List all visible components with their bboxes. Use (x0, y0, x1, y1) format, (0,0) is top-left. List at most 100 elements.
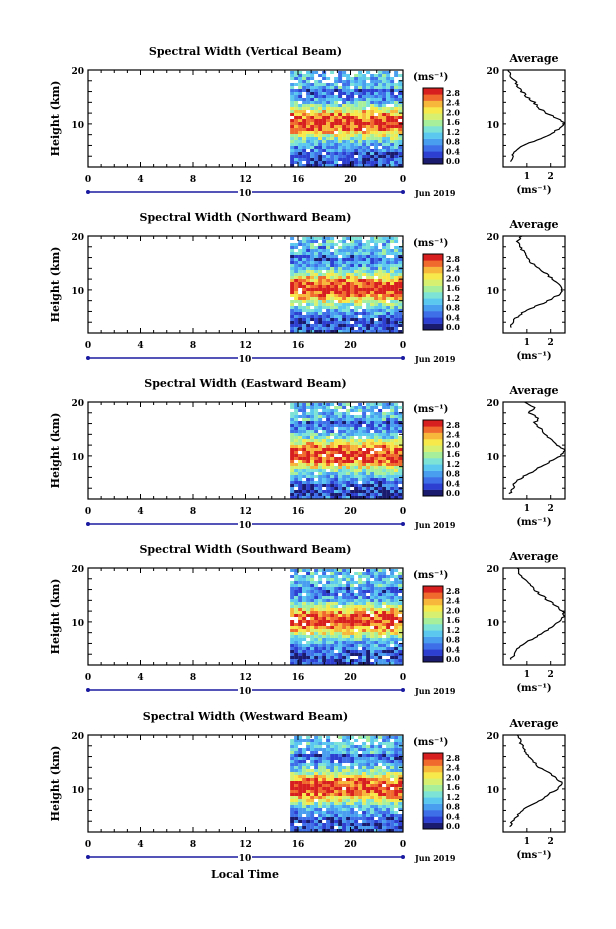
chart-panel-3: Spectral Width (Southward Beam)Height (k… (49, 543, 566, 697)
heatmap-cell (394, 137, 399, 140)
heatmap-cell (338, 602, 343, 605)
chart-panel-1: Spectral Width (Northward Beam)Height (k… (49, 211, 566, 365)
heatmap-cell (354, 659, 359, 662)
heatmap-cell (294, 442, 299, 445)
heatmap-cell (310, 578, 315, 581)
heatmap-cell (370, 826, 375, 829)
heatmap-cell (318, 264, 323, 267)
heatmap-cell (310, 787, 315, 790)
heatmap-cell (362, 104, 367, 107)
heatmap-cell (294, 611, 299, 614)
heatmap-cell (310, 107, 315, 110)
heatmap-cell (350, 662, 355, 665)
colorbar-bin (423, 311, 443, 318)
heatmap-cell (302, 763, 307, 766)
heatmap-cell (394, 760, 399, 763)
heatmap-cell (382, 805, 387, 808)
heatmap-cell (374, 611, 379, 614)
heatmap-cell (290, 415, 295, 418)
heatmap-cell (346, 273, 351, 276)
heatmap-cell (306, 137, 311, 140)
heatmap-cell (346, 635, 351, 638)
heatmap-cell (302, 276, 307, 279)
heatmap-cell (318, 113, 323, 116)
heatmap-cell (398, 92, 403, 95)
heatmap-cell (318, 258, 323, 261)
heatmap-cell (310, 237, 315, 240)
heatmap-cell (334, 146, 339, 149)
heatmap-cell (302, 143, 307, 146)
heatmap-cell (318, 763, 323, 766)
heatmap-cell (310, 303, 315, 306)
heatmap-cell (326, 662, 331, 665)
heatmap-cell (298, 469, 303, 472)
heatmap-cell (370, 246, 375, 249)
heatmap-cell (310, 493, 315, 496)
heatmap-cell (342, 823, 347, 826)
heatmap-cell (302, 282, 307, 285)
heatmap-cell (298, 327, 303, 330)
heatmap-cell (322, 623, 327, 626)
heatmap-cell (334, 481, 339, 484)
heatmap-cell (354, 258, 359, 261)
heatmap-cell (398, 793, 403, 796)
heatmap-cell (358, 808, 363, 811)
heatmap-cell (306, 626, 311, 629)
y-tick-label: 10 (71, 619, 84, 629)
heatmap-cell (314, 119, 319, 122)
heatmap-cell (302, 829, 307, 832)
heatmap-cell (386, 805, 391, 808)
heatmap-cell (366, 805, 371, 808)
heatmap-cell (342, 110, 347, 113)
heatmap-cell (386, 457, 391, 460)
heatmap-cell (354, 829, 359, 832)
heatmap-cell (326, 493, 331, 496)
heatmap-cell (294, 478, 299, 481)
heatmap-cell (298, 86, 303, 89)
heatmap-cell (386, 790, 391, 793)
heatmap-cell (366, 575, 371, 578)
heatmap-cell (314, 285, 319, 288)
heatmap-cell (374, 161, 379, 164)
heatmap-cell (398, 113, 403, 116)
heatmap-cell (326, 578, 331, 581)
heatmap-cell (338, 817, 343, 820)
heatmap-cell (298, 617, 303, 620)
heatmap-cell (350, 312, 355, 315)
heatmap-cell (338, 826, 343, 829)
heatmap-cell (338, 288, 343, 291)
heatmap-cell (290, 817, 295, 820)
heatmap-cell (326, 787, 331, 790)
day-label-bg (238, 352, 252, 363)
heatmap-cell (290, 608, 295, 611)
heatmap-cell (338, 430, 343, 433)
heatmap-cell (290, 279, 295, 282)
heatmap-cell (334, 662, 339, 665)
heatmap-cell (394, 315, 399, 318)
heatmap-cell (362, 409, 367, 412)
heatmap-cell (298, 769, 303, 772)
average-x-label: (ms⁻¹) (516, 683, 551, 694)
heatmap-cell (322, 137, 327, 140)
heatmap-cell (354, 321, 359, 324)
heatmap-cell (390, 418, 395, 421)
heatmap-cell (302, 140, 307, 143)
heatmap-cell (358, 137, 363, 140)
heatmap-cell (358, 826, 363, 829)
heatmap-cell (366, 478, 371, 481)
colorbar-bin (423, 298, 443, 305)
heatmap-cell (382, 267, 387, 270)
heatmap-cell (386, 237, 391, 240)
heatmap-cell (394, 71, 399, 74)
heatmap-cell (374, 605, 379, 608)
heatmap-cell (318, 324, 323, 327)
heatmap-cell (290, 802, 295, 805)
heatmap-cell (290, 496, 295, 499)
heatmap-cell (306, 608, 311, 611)
colorbar-frame (422, 253, 444, 331)
day-marker (86, 190, 90, 194)
heatmap-cell (378, 86, 383, 89)
heatmap-cell (290, 760, 295, 763)
heatmap-cell (398, 74, 403, 77)
heatmap-cell (382, 131, 387, 134)
